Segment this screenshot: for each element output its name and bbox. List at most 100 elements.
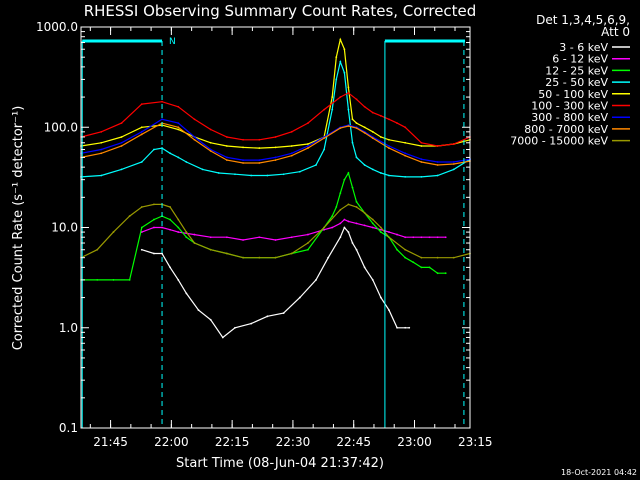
data-point (153, 252, 155, 255)
data-point (307, 143, 309, 145)
data-point (258, 159, 261, 162)
data-point (225, 145, 228, 147)
data-point (323, 108, 326, 111)
legend-header-line-2: Att 0 (601, 25, 630, 39)
data-point (290, 152, 293, 155)
data-point (234, 173, 236, 176)
x-tick-label: 23:00 (397, 435, 432, 449)
data-point (396, 122, 398, 125)
data-point (290, 130, 293, 133)
series-line-800-7000keV (80, 122, 471, 166)
data-point (339, 222, 342, 225)
data-point (242, 146, 244, 149)
data-point (100, 174, 103, 177)
night-marker-label: N (169, 37, 176, 47)
data-point (355, 127, 358, 130)
data-point (274, 239, 277, 241)
data-point (298, 170, 301, 173)
data-point (177, 105, 180, 108)
data-point (193, 233, 196, 236)
x-tick-label: 21:45 (93, 435, 128, 449)
data-point (355, 248, 358, 251)
data-point (436, 164, 439, 166)
data-point (379, 231, 382, 233)
data-point (420, 158, 423, 161)
data-point (396, 233, 398, 236)
y-tick-label: 100.0 (44, 120, 78, 134)
data-point (140, 248, 143, 251)
data-point (339, 192, 342, 195)
data-point (363, 126, 366, 129)
data-point (323, 137, 326, 139)
data-point (140, 161, 143, 163)
data-point (274, 146, 277, 149)
data-point (363, 131, 366, 134)
data-point (355, 98, 358, 101)
data-point (343, 178, 346, 181)
data-point (452, 256, 455, 259)
data-point (331, 226, 334, 229)
data-point (371, 168, 374, 171)
data-point (388, 145, 390, 147)
y-tick-label: 1.0 (59, 321, 78, 335)
data-point (323, 228, 326, 231)
x-tick-label: 22:15 (215, 435, 250, 449)
data-point (379, 226, 382, 229)
x-axis: 21:45 22:00 22:15 22:30 22:45 23:00 23:15 (89, 27, 493, 449)
data-point (355, 201, 358, 203)
data-point (331, 96, 334, 98)
legend-label: 3 - 6 keV (559, 41, 608, 54)
data-point (177, 156, 180, 159)
data-point (185, 161, 188, 163)
data-point (404, 326, 407, 329)
data-point (436, 174, 439, 177)
data-point (371, 130, 374, 133)
series-line-100-300keV (80, 92, 471, 147)
data-point (335, 78, 338, 81)
data-point (412, 261, 415, 264)
data-point (266, 174, 269, 177)
footer-timestamp: 18-Oct-2021 04:42 (561, 468, 637, 477)
data-point (355, 222, 358, 225)
data-point (379, 296, 382, 299)
y-axis: 0.1 1.0 10.0 100.0 1000.0 (36, 20, 470, 435)
data-point (140, 103, 143, 106)
data-point (339, 208, 342, 211)
data-point (96, 279, 99, 281)
data-point (420, 145, 423, 147)
data-point (177, 279, 180, 281)
data-point (404, 141, 407, 144)
data-point (140, 126, 143, 129)
data-point (193, 118, 196, 121)
data-point (258, 236, 261, 239)
data-point (193, 242, 196, 244)
data-point (420, 256, 423, 259)
data-point (444, 272, 447, 275)
data-point (242, 138, 244, 141)
data-point (290, 236, 293, 239)
data-point (371, 137, 374, 139)
data-point (315, 279, 317, 281)
data-point (396, 248, 398, 251)
data-point (388, 236, 390, 239)
data-point (140, 130, 143, 133)
data-point (221, 336, 224, 339)
data-point (323, 148, 326, 151)
data-point (100, 152, 103, 155)
data-point (120, 136, 123, 138)
data-point (363, 266, 366, 269)
data-point (315, 164, 317, 166)
data-point (112, 231, 115, 233)
data-point (274, 159, 277, 162)
legend-label: 800 - 7000 keV (524, 123, 608, 136)
data-point (100, 130, 103, 133)
data-point (274, 136, 277, 138)
data-point (169, 228, 172, 231)
data-point (343, 71, 346, 74)
data-point (307, 122, 309, 125)
night-overlay: N (81, 37, 465, 428)
data-point (420, 236, 423, 239)
